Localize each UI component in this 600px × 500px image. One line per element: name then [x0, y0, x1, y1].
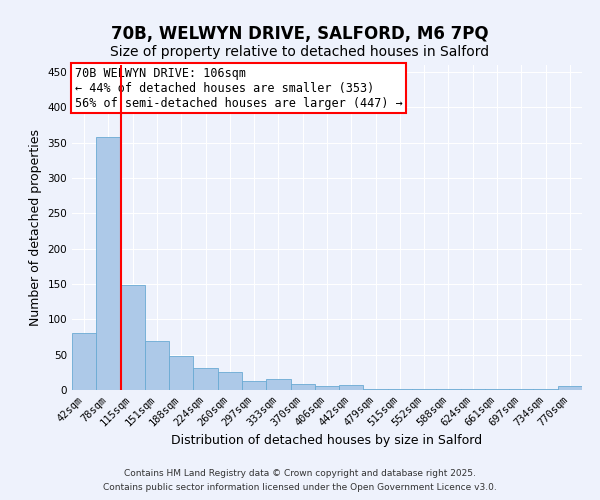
Text: 70B WELWYN DRIVE: 106sqm
← 44% of detached houses are smaller (353)
56% of semi-: 70B WELWYN DRIVE: 106sqm ← 44% of detach…	[74, 66, 403, 110]
Bar	[339, 385, 364, 390]
X-axis label: Distribution of detached houses by size in Salford: Distribution of detached houses by size …	[172, 434, 482, 447]
Bar	[364, 388, 388, 390]
Bar	[558, 386, 582, 390]
Text: 70B, WELWYN DRIVE, SALFORD, M6 7PQ: 70B, WELWYN DRIVE, SALFORD, M6 7PQ	[111, 25, 489, 43]
Bar	[290, 384, 315, 390]
Bar	[96, 137, 121, 390]
Bar	[266, 380, 290, 390]
Bar	[218, 372, 242, 390]
Bar	[242, 381, 266, 390]
Text: Contains public sector information licensed under the Open Government Licence v3: Contains public sector information licen…	[103, 484, 497, 492]
Bar	[193, 368, 218, 390]
Text: Contains HM Land Registry data © Crown copyright and database right 2025.: Contains HM Land Registry data © Crown c…	[124, 468, 476, 477]
Text: Size of property relative to detached houses in Salford: Size of property relative to detached ho…	[110, 45, 490, 59]
Bar	[72, 334, 96, 390]
Bar	[145, 340, 169, 390]
Bar	[169, 356, 193, 390]
Bar	[388, 388, 412, 390]
Bar	[485, 388, 509, 390]
Y-axis label: Number of detached properties: Number of detached properties	[29, 129, 42, 326]
Bar	[315, 386, 339, 390]
Bar	[121, 284, 145, 390]
